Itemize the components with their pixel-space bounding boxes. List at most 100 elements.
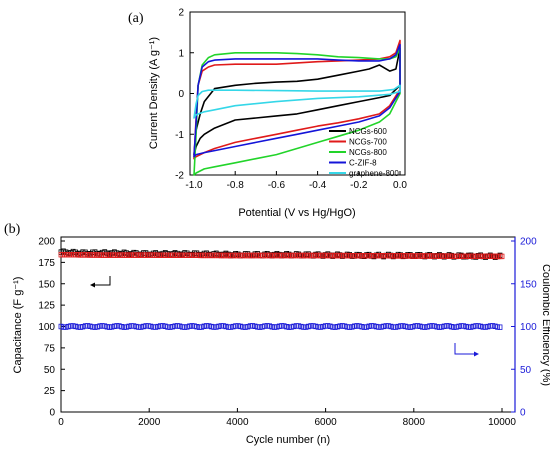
- data-point: [262, 323, 268, 329]
- panel-a-xtick-label: -0.2: [350, 180, 368, 191]
- panel-b-ytick-right-label: 150: [520, 279, 537, 290]
- data-point: [262, 251, 268, 257]
- data-point: [213, 324, 219, 330]
- data-point: [373, 323, 379, 330]
- panel-b-ytick-right-label: 100: [520, 322, 537, 333]
- panel-b-xtick-label: 10000: [488, 417, 516, 428]
- data-point: [191, 323, 197, 329]
- data-point: [126, 251, 132, 258]
- data-point: [208, 323, 214, 330]
- data-point: [121, 324, 127, 330]
- data-point: [318, 324, 323, 330]
- panel-a-xtick-label: -0.6: [268, 180, 286, 191]
- data-point: [58, 323, 64, 330]
- data-point: [61, 248, 66, 254]
- data-point: [157, 323, 163, 329]
- data-point: [395, 323, 401, 330]
- data-point: [432, 323, 437, 329]
- data-point: [291, 323, 297, 330]
- data-point: [456, 323, 462, 330]
- panel-a-xtick-label: -1.0: [185, 180, 203, 191]
- data-point: [204, 323, 209, 329]
- panel-a-label: (a): [128, 11, 144, 26]
- data-point: [126, 323, 132, 330]
- cv-curve-c-zif-8: [193, 43, 401, 158]
- data-point: [490, 323, 496, 329]
- panel-b-points: [58, 248, 505, 330]
- panel-a-ytick-label: -1: [175, 130, 184, 141]
- legend-label: graphene-800: [349, 169, 399, 178]
- panel-b-ytick-label: 25: [44, 386, 56, 397]
- data-point: [225, 324, 231, 330]
- data-point: [233, 323, 239, 329]
- data-point: [165, 324, 171, 330]
- data-point: [298, 323, 304, 330]
- data-point: [390, 324, 396, 330]
- panel-b-ticks: 0 2000 4000 6000 8000 10000025507510012515017…: [38, 237, 537, 429]
- data-point: [441, 323, 447, 329]
- data-point: [385, 323, 391, 329]
- data-point: [259, 324, 265, 330]
- data-point: [216, 323, 222, 330]
- data-point: [415, 323, 420, 329]
- data-point: [310, 323, 316, 329]
- data-point: [78, 324, 83, 330]
- cv-curve-graphene-800: [193, 84, 401, 119]
- data-point: [107, 251, 112, 257]
- data-point: [107, 324, 112, 330]
- data-point: [325, 323, 331, 329]
- data-point: [247, 323, 253, 329]
- data-point: [80, 249, 86, 255]
- data-point: [177, 323, 183, 329]
- data-point: [366, 323, 372, 329]
- panel-a-xtick-label: -0.8: [227, 180, 245, 191]
- data-point: [347, 324, 353, 330]
- data-point: [480, 324, 486, 330]
- data-point: [75, 324, 81, 330]
- data-point: [128, 323, 134, 329]
- data-point: [109, 324, 115, 330]
- data-point: [240, 324, 246, 330]
- data-point: [90, 324, 95, 330]
- data-point: [68, 323, 74, 329]
- data-point: [252, 323, 258, 329]
- data-point: [281, 323, 287, 329]
- data-point: [160, 323, 166, 329]
- data-point: [461, 323, 467, 329]
- data-point: [308, 323, 314, 329]
- data-point: [439, 324, 445, 330]
- data-point: [405, 324, 411, 330]
- panel-a-ytick-label: 2: [178, 8, 184, 19]
- data-point: [104, 324, 110, 330]
- panel-b-ytick-label: 0: [49, 408, 55, 419]
- capacitance-axis-arrow: [90, 276, 111, 288]
- data-point: [223, 323, 229, 330]
- data-point: [451, 324, 457, 330]
- panel-b-ytick-right-label: 50: [520, 365, 532, 376]
- data-point: [424, 324, 430, 330]
- data-point: [199, 324, 205, 330]
- panel-b-ytick-label: 150: [38, 279, 55, 290]
- data-point: [470, 323, 476, 330]
- data-point: [342, 323, 348, 329]
- data-point: [148, 323, 154, 330]
- data-point: [174, 323, 180, 329]
- data-point: [112, 323, 117, 329]
- data-point: [85, 323, 91, 329]
- data-point: [356, 323, 362, 329]
- panel-b-ytick-right-label: 0: [520, 408, 526, 419]
- data-point: [63, 324, 69, 330]
- data-point: [87, 250, 93, 257]
- panel-b-ylabel-right: Coulombic Efficiency (%): [540, 264, 550, 386]
- data-point: [102, 323, 108, 329]
- data-point: [87, 323, 93, 329]
- panel-a-ytick-label: -2: [175, 171, 184, 182]
- data-point: [499, 253, 505, 260]
- data-point: [143, 323, 149, 329]
- panel-b-label: (b): [4, 222, 21, 237]
- data-point: [337, 323, 343, 329]
- legend-label: NCGs-800: [349, 148, 387, 157]
- data-point: [167, 324, 173, 330]
- data-point: [242, 324, 248, 330]
